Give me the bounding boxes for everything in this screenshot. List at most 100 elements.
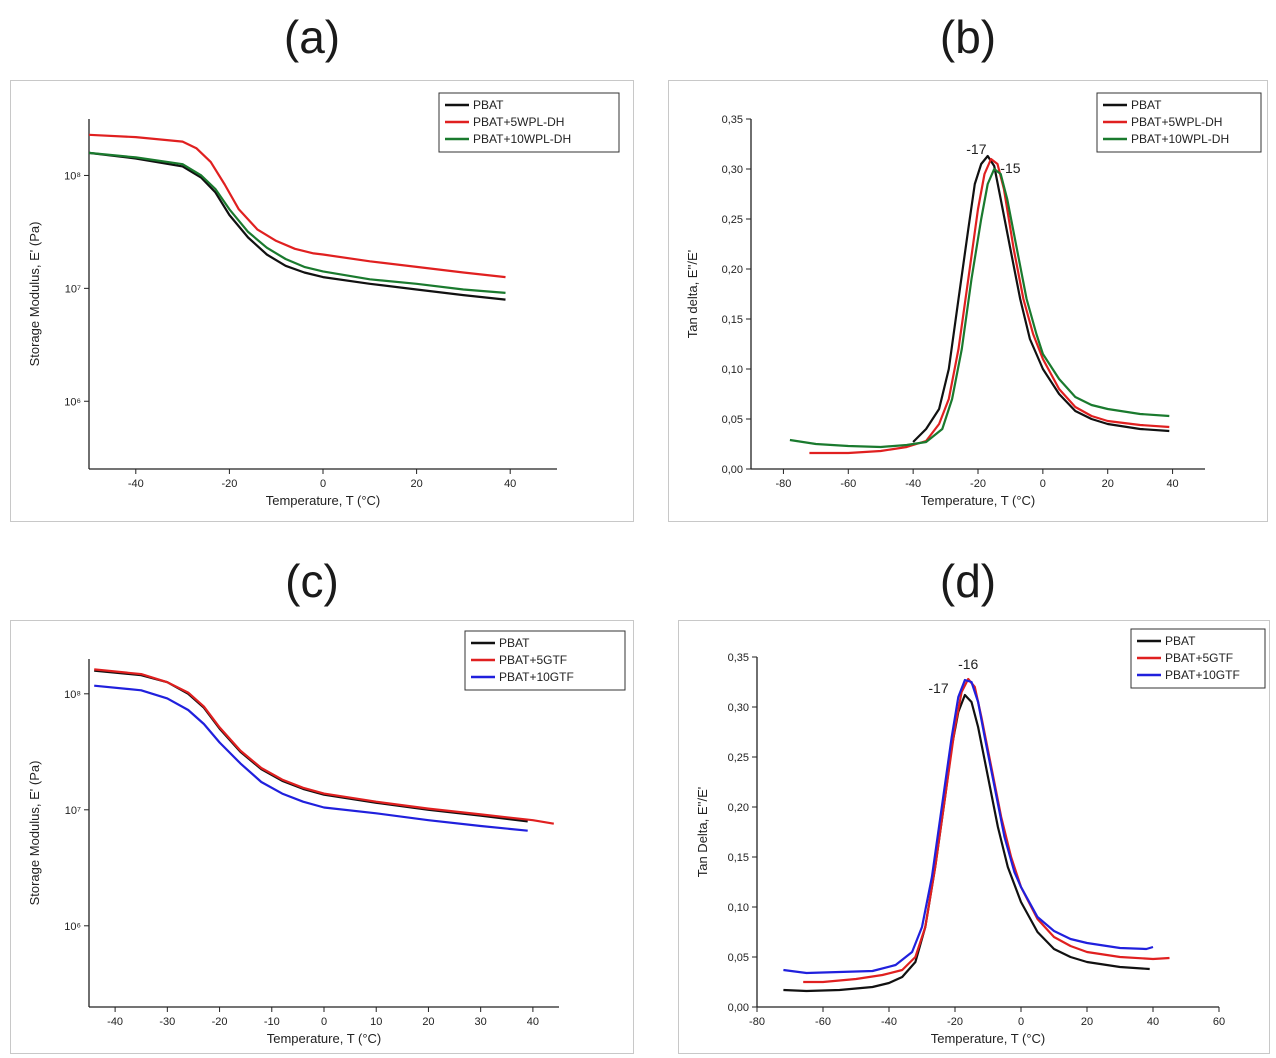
series-line: [809, 157, 1170, 455]
x-tick-label: 20: [1102, 478, 1114, 490]
series-line: [783, 693, 1150, 993]
legend-label: PBAT+5GTF: [1165, 651, 1233, 665]
legend-label: PBAT+10WPL-DH: [1131, 132, 1229, 146]
y-tick-label: 10⁸: [64, 170, 81, 182]
y-tick-label: 0,05: [728, 952, 749, 964]
chart-frame-d: -80 -60 -40 -20 0 20 40 60 0,00 0,05 0,10 0,15 0,20 0…: [678, 620, 1270, 1054]
x-tick-label: -10: [264, 1016, 280, 1028]
peak-annotation: -16: [958, 656, 978, 672]
chart-frame-a: -40 -20 0 20 40 10⁶ 10⁷ 10⁸ Temperature, T (°C) S…: [10, 80, 634, 522]
x-tick-label: -80: [775, 478, 791, 490]
legend-box: [438, 92, 620, 153]
y-axis-label: Tan delta, E''/E': [685, 250, 700, 338]
y-tick-label: 0,10: [722, 364, 743, 376]
chart-c: -40 -30 -20 -10 0 10 20 30 40 10⁶ 10⁷ 10⁸ Temperatur…: [27, 630, 626, 1046]
y-axis-label: Storage Modulus, E' (Pa): [27, 761, 42, 906]
x-tick-label: -20: [221, 478, 237, 490]
x-tick-label: -40: [107, 1016, 123, 1028]
legend-label: PBAT+10WPL-DH: [473, 132, 571, 146]
y-tick-label: 0,35: [722, 114, 743, 126]
y-tick-label: 0,35: [728, 652, 749, 664]
x-axis-label: Temperature, T (°C): [266, 493, 381, 508]
series-line: [789, 167, 1170, 449]
chart-d: -80 -60 -40 -20 0 20 40 60 0,00 0,05 0,10 0,15 0,20 0…: [695, 628, 1266, 1046]
y-tick-label: 10⁷: [65, 805, 81, 817]
y-axis-label: Tan Delta, E''/E': [695, 787, 710, 878]
y-tick-label: 10⁶: [64, 921, 81, 933]
x-tick-label: 0: [320, 478, 326, 490]
y-tick-label: 0,15: [728, 852, 749, 864]
legend-label: PBAT: [1131, 98, 1162, 112]
x-tick-label: 10: [370, 1016, 382, 1028]
y-tick-label: 0,00: [728, 1002, 749, 1014]
y-tick-label: 0,15: [722, 314, 743, 326]
legend-label: PBAT+10GTF: [499, 670, 574, 684]
x-tick-label: 0: [321, 1016, 327, 1028]
x-tick-label: 0: [1040, 478, 1046, 490]
y-tick-label: 0,30: [722, 164, 743, 176]
x-tick-label: -20: [947, 1016, 963, 1028]
x-tick-label: -40: [881, 1016, 897, 1028]
chart-b: -80 -60 -40 -20 0 20 40 0,00 0,05 0,10 0,15 0,20 0,2…: [685, 92, 1262, 508]
legend-label: PBAT+10GTF: [1165, 668, 1240, 682]
chart-a: -40 -20 0 20 40 10⁶ 10⁷ 10⁸ Temperature, T (°C) S…: [27, 92, 620, 508]
y-tick-label: 10⁸: [64, 689, 81, 701]
legend-label: PBAT: [499, 636, 530, 650]
panel-title-c: (c): [285, 555, 339, 607]
panel-title-d: (d): [939, 555, 997, 607]
series-line: [94, 684, 528, 832]
x-tick-label: 30: [475, 1016, 487, 1028]
panel-title-a: (a): [283, 11, 341, 63]
peak-annotation: -17: [928, 680, 948, 696]
x-tick-label: 40: [504, 478, 516, 490]
series-line: [803, 677, 1170, 984]
y-tick-label: 0,25: [722, 214, 743, 226]
x-tick-label: -20: [212, 1016, 228, 1028]
series-line: [88, 151, 506, 301]
x-tick-label: 20: [422, 1016, 434, 1028]
x-axis-label: Temperature, T (°C): [921, 493, 1036, 508]
series-line: [94, 668, 554, 825]
chart-frame-b: -80 -60 -40 -20 0 20 40 0,00 0,05 0,10 0,15 0,20 0,2…: [668, 80, 1268, 522]
y-tick-label: 10⁶: [64, 396, 81, 408]
x-tick-label: -60: [840, 478, 856, 490]
x-tick-label: 0: [1018, 1016, 1024, 1028]
series-line: [912, 154, 1170, 443]
legend-label: PBAT: [473, 98, 504, 112]
x-axis-label: Temperature, T (°C): [931, 1031, 1046, 1046]
x-tick-label: -60: [815, 1016, 831, 1028]
y-tick-label: 0,10: [728, 902, 749, 914]
series-line: [94, 669, 528, 823]
peak-annotation: -17: [966, 141, 986, 157]
y-tick-label: 0,20: [722, 264, 743, 276]
series-line: [88, 151, 506, 294]
x-tick-label: -40: [128, 478, 144, 490]
peak-annotation: -15: [1000, 160, 1020, 176]
legend-box: [1096, 92, 1262, 153]
y-tick-label: 10⁷: [65, 283, 81, 295]
series-line: [783, 678, 1154, 975]
y-axis-label: Storage Modulus, E' (Pa): [27, 222, 42, 367]
x-tick-label: -20: [970, 478, 986, 490]
y-tick-label: 0,20: [728, 802, 749, 814]
legend-label: PBAT+5GTF: [499, 653, 567, 667]
x-axis-label: Temperature, T (°C): [267, 1031, 382, 1046]
x-tick-label: 40: [527, 1016, 539, 1028]
x-tick-label: 40: [1147, 1016, 1159, 1028]
x-tick-label: -40: [905, 478, 921, 490]
legend-label: PBAT: [1165, 634, 1196, 648]
y-tick-label: 0,05: [722, 414, 743, 426]
chart-frame-c: -40 -30 -20 -10 0 10 20 30 40 10⁶ 10⁷ 10⁸ Temperatur…: [10, 620, 634, 1054]
y-tick-label: 0,25: [728, 752, 749, 764]
x-tick-label: 60: [1213, 1016, 1225, 1028]
x-tick-label: 40: [1166, 478, 1178, 490]
x-tick-label: -30: [159, 1016, 175, 1028]
legend-label: PBAT+5WPL-DH: [473, 115, 564, 129]
series-line: [88, 133, 506, 279]
x-tick-label: 20: [410, 478, 422, 490]
y-tick-label: 0,30: [728, 702, 749, 714]
legend-label: PBAT+5WPL-DH: [1131, 115, 1222, 129]
x-tick-label: 20: [1081, 1016, 1093, 1028]
panel-title-b: (b): [939, 11, 997, 63]
y-tick-label: 0,00: [722, 464, 743, 476]
